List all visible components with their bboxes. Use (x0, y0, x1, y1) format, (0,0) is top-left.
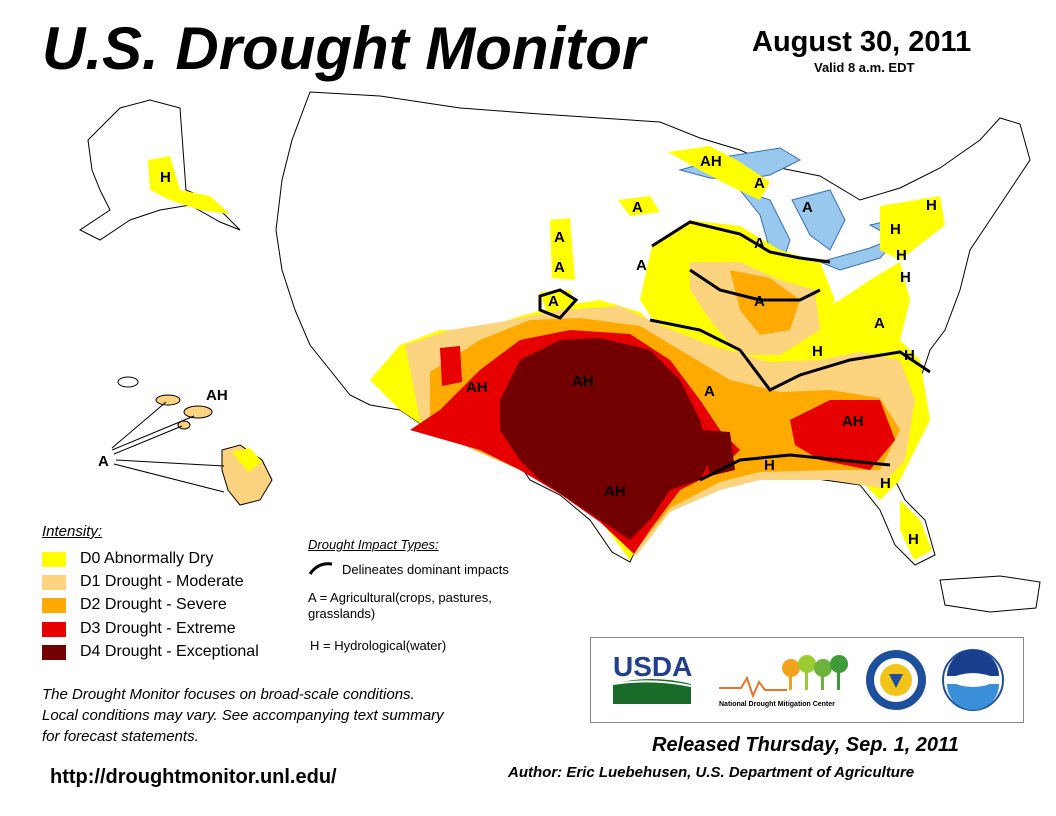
label-michigan-a: A (754, 175, 765, 192)
legend-item-d2: D2 Drought - Severe (42, 595, 227, 615)
impact-agricultural-1: A = Agricultural(crops, pastures, (308, 590, 492, 605)
label-ar-a: A (704, 383, 715, 400)
label-ga-ah: AH (842, 413, 864, 430)
legend-item-d3: D3 Drought - Extreme (42, 619, 236, 639)
legend-label-d4: D4 Drought - Exceptional (80, 643, 259, 660)
label-hawaii: AH (206, 387, 228, 404)
label-ne-h1: H (926, 197, 937, 214)
hawaii-island-1 (117, 376, 139, 388)
usda-logo: USDA (612, 651, 692, 704)
legend-label-d3: D3 Drought - Extreme (80, 620, 236, 637)
label-nc-h: H (904, 347, 915, 364)
disclaimer-note: The Drought Monitor focuses on broad-sca… (42, 684, 562, 747)
label-wisconsin-a: A (802, 199, 813, 216)
label-va-a: A (754, 293, 765, 310)
label-ne-h2: H (890, 221, 901, 238)
drought-d0-michigan (668, 146, 770, 200)
commerce-seal-logo (866, 650, 926, 710)
impact-line-midwest (651, 220, 831, 302)
impact-agricultural-2: grasslands) (308, 606, 376, 621)
release-date: Released Thursday, Sep. 1, 2011 (652, 734, 959, 756)
valid-time: Valid 8 a.m. EDT (814, 60, 915, 75)
logo-panel: USDA National Drought Mitigation Center (590, 637, 1024, 723)
drought-d3-az (440, 346, 462, 386)
drought-d4-la (700, 430, 735, 476)
legend-label-d2: D2 Drought - Severe (80, 596, 227, 613)
ndmc-logo: National Drought Mitigation Center (719, 655, 848, 708)
legend-swatch-d2 (42, 597, 66, 613)
label-ok-ah: AH (572, 373, 594, 390)
legend-heading: Intensity: (42, 523, 103, 540)
label-mid-a: A (636, 257, 647, 274)
usda-text: USDA (613, 651, 692, 682)
legend-item-d4: D4 Drought - Exceptional (42, 642, 259, 662)
impact-hydrological: H = Hydrological(water) (310, 638, 447, 653)
hawaii-pointer-lines (111, 401, 225, 493)
label-nm-ah: AH (466, 379, 488, 396)
author: Author: Eric Luebehusen, U.S. Department… (508, 764, 915, 781)
legend-label-d1: D1 Drought - Moderate (80, 573, 244, 590)
note-line-2: Local conditions may vary. See accompany… (42, 707, 444, 724)
label-al-h: H (812, 343, 823, 360)
impact-delineates: Delineates dominant impacts (342, 562, 509, 577)
legend-swatch-d0 (42, 551, 66, 567)
drought-d3-southeast (790, 400, 895, 470)
drought-d0-sd (550, 218, 575, 280)
map-date: August 30, 2011 (752, 26, 972, 58)
hawaii-island-3 (183, 405, 213, 419)
legend-swatch-d1 (42, 574, 66, 590)
label-sd-a1: A (554, 229, 565, 246)
label-great-lakes-ah: AH (700, 153, 722, 170)
drought-d0-florida (900, 500, 932, 560)
puerto-rico-outline (939, 575, 1041, 613)
label-sd-a2: A (554, 259, 565, 276)
label-pa-h: H (900, 269, 911, 286)
noaa-logo (942, 649, 1004, 711)
ndmc-text: National Drought Mitigation Center (719, 701, 835, 708)
page-title: U.S. Drought Monitor (42, 15, 646, 82)
drought-d0-nd (618, 196, 660, 216)
hawaii-island-2 (155, 394, 181, 406)
legend-item-d0: D0 Abnormally Dry (42, 549, 213, 569)
legend-item-d1: D1 Drought - Moderate (42, 572, 244, 592)
impact-line-icon (308, 562, 333, 575)
label-ne-a: A (548, 293, 559, 310)
drought-d0-alaska (148, 156, 230, 214)
label-fl-h1: H (880, 475, 891, 492)
website-url[interactable]: http://droughtmonitor.unl.edu/ (50, 766, 337, 788)
label-nd-a: A (632, 199, 643, 216)
label-lake-a: A (754, 235, 765, 252)
drought-d0-northeast (880, 196, 945, 260)
label-ms-h: H (764, 457, 775, 474)
drought-d2-midwest (730, 270, 800, 335)
label-ny-h: H (896, 247, 907, 264)
hawaii-island-4 (177, 420, 191, 430)
legend-label-d0: D0 Abnormally Dry (80, 550, 214, 567)
label-hawaii-a: A (98, 453, 109, 470)
label-oh-a: A (874, 315, 885, 332)
note-line-3: for forecast statements. (42, 728, 199, 745)
label-fl-h2: H (908, 531, 919, 548)
drought-d4-texas (500, 338, 710, 540)
label-tx-ah: AH (604, 483, 626, 500)
label-alaska: H (160, 169, 171, 186)
logo-graphics: USDA National Drought Mitigation Center (612, 649, 1004, 711)
note-line-1: The Drought Monitor focuses on broad-sca… (42, 686, 415, 703)
hawaii-d0 (232, 448, 262, 472)
legend-swatch-d4 (42, 644, 66, 660)
impact-line-ne (538, 288, 579, 320)
impact-heading: Drought Impact Types: (308, 537, 439, 552)
impact-line-south (649, 318, 931, 482)
legend-swatch-d3 (42, 621, 66, 637)
